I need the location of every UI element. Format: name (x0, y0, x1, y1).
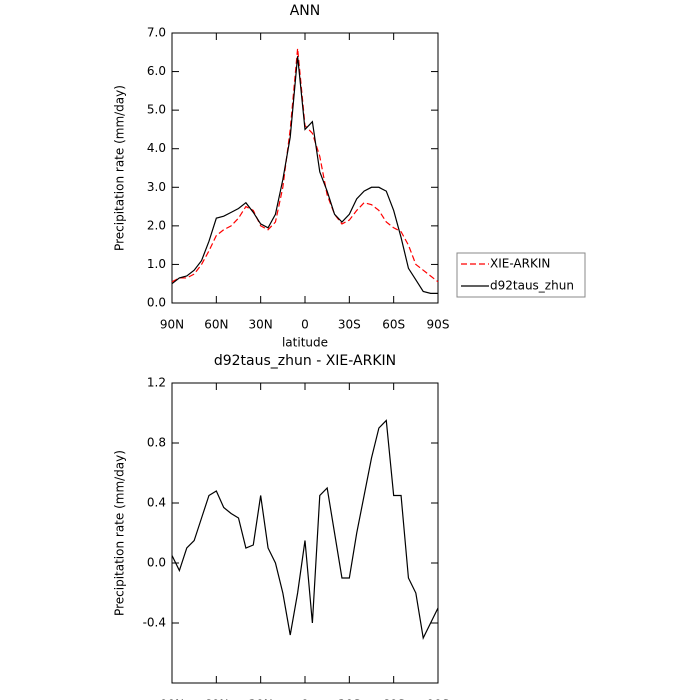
x-tick-label: 90N (160, 318, 184, 332)
y-tick-label: -0.4 (143, 616, 166, 630)
x-tick-label: 90S (427, 318, 450, 332)
x-tick-label: 60S (382, 318, 405, 332)
y-tick-label: 0.0 (147, 556, 166, 570)
y-tick-label: 1.0 (147, 257, 166, 271)
x-tick-label: 90N (160, 698, 184, 700)
data-line (171, 56, 438, 294)
y-tick-label: 0.8 (147, 436, 166, 450)
data-line (171, 48, 439, 283)
x-axis-label: latitude (282, 336, 328, 350)
y-tick-label: 3.0 (147, 180, 166, 194)
y-tick-label: 0.4 (147, 496, 166, 510)
x-tick-label: 0 (301, 318, 309, 332)
legend-label: d92taus_zhun (490, 279, 574, 293)
y-tick-label: 4.0 (147, 141, 166, 155)
panel-title: ANN (290, 3, 321, 19)
y-tick-label: 0.0 (147, 296, 166, 310)
plot-frame (171, 382, 439, 684)
x-tick-label: 30S (338, 698, 361, 700)
y-tick-label: 5.0 (147, 103, 166, 117)
panel: ANN latitude Precipitation rate (mm/day) 90… (113, 3, 586, 350)
panel: d92taus_zhun - XIE-ARKINlatitudePrecipit… (113, 353, 450, 700)
x-tick-label: 60N (204, 698, 228, 700)
x-tick-label: 60N (204, 318, 228, 332)
x-tick-label: 0 (301, 698, 309, 700)
y-tick-label: 6.0 (147, 64, 166, 78)
x-tick-label: 60S (382, 698, 405, 700)
x-tick-label: 30S (338, 318, 361, 332)
plot-frame (171, 32, 439, 304)
panel-title: d92taus_zhun - XIE-ARKIN (214, 353, 396, 369)
y-tick-label: 7.0 (147, 26, 166, 40)
y-axis-label: Precipitation rate (mm/day) (113, 450, 127, 616)
legend-box (456, 252, 586, 298)
y-tick-label: 2.0 (147, 218, 166, 232)
x-tick-label: 30N (249, 318, 273, 332)
legend-label: XIE-ARKIN (490, 257, 550, 271)
x-tick-label: 90S (427, 698, 450, 700)
y-axis-label: Precipitation rate (mm/day) (113, 85, 127, 251)
y-tick-label: 1.2 (147, 376, 166, 390)
data-line (171, 419, 439, 640)
x-tick-label: 30N (249, 698, 273, 700)
